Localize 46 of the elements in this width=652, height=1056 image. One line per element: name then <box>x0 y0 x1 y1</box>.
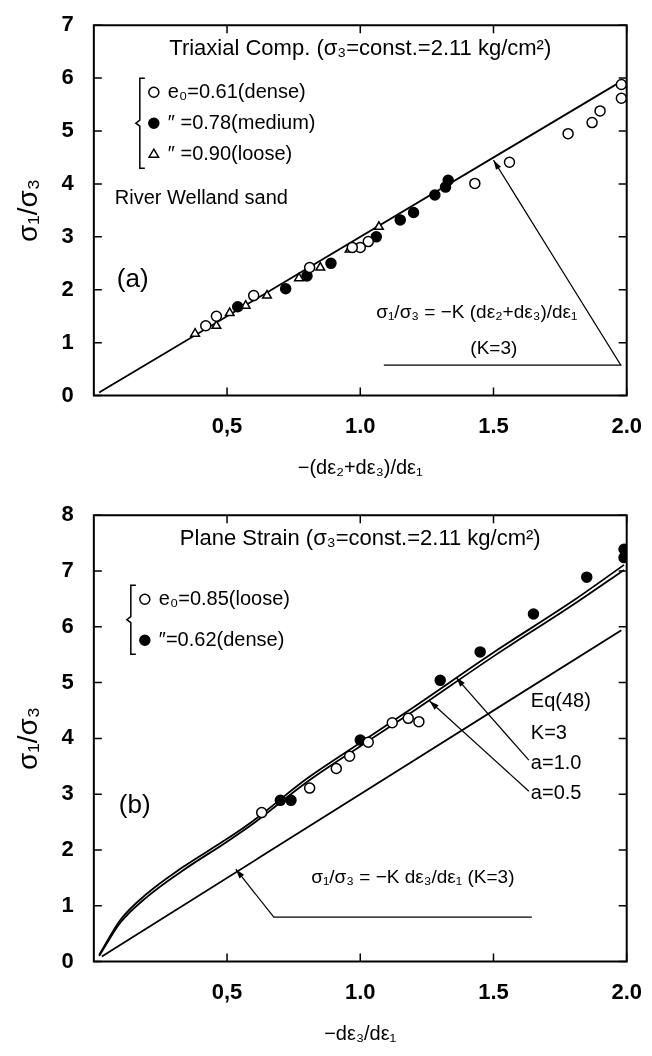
y-tick-label: 5 <box>61 117 74 143</box>
annotation: a=1.0 <box>530 750 582 773</box>
y-tick-label: 7 <box>61 557 74 583</box>
text: Triaxial Comp. (σ₃=const.=2.11 kg/cm²) <box>169 35 552 61</box>
y-tick-label: 5 <box>61 668 74 694</box>
x-tick-label: 2.0 <box>611 978 643 1004</box>
annotation: (a) <box>116 263 149 294</box>
legend-label: e₀=0.61(dense) <box>167 79 306 102</box>
legend-label: ″=0.62(dense) <box>158 627 285 650</box>
text: Plane Strain (σ₃=const.=2.11 kg/cm²) <box>179 525 541 551</box>
y-tick-label: 1 <box>61 891 74 917</box>
y-tick-label: 2 <box>61 275 74 301</box>
x-tick-label: 2.0 <box>611 412 643 438</box>
annotation: (K=3) <box>470 337 518 359</box>
y-axis-title: σ₁/σ₃ <box>11 706 43 770</box>
annotation: σ₁/σ₃ = −K dε₃/dε₁ (K=3) <box>311 866 515 888</box>
annotation: Eq(48) <box>530 688 591 711</box>
y-tick-label: 2 <box>61 836 74 862</box>
y-tick-label: 8 <box>61 501 74 527</box>
y-tick-label: 6 <box>61 64 74 90</box>
x-tick-label: 0,5 <box>211 412 243 438</box>
legend-label: ″ =0.78(medium) <box>167 110 316 133</box>
y-tick-label: 7 <box>61 11 74 37</box>
annotation: K=3 <box>530 720 567 743</box>
y-tick-label: 1 <box>61 328 74 354</box>
annotation: a=0.5 <box>530 780 582 803</box>
x-tick-label: 1.0 <box>344 412 376 438</box>
x-axis-title: −(dε₂+dε₃)/dε₁ <box>297 455 424 478</box>
legend-label: ″ =0.90(loose) <box>167 141 293 164</box>
y-tick-label: 3 <box>61 780 74 806</box>
y-tick-label: 3 <box>61 222 74 248</box>
x-tick-label: 1.0 <box>344 978 376 1004</box>
annotation: (b) <box>118 789 151 820</box>
y-tick-label: 0 <box>61 381 74 407</box>
x-tick-label: 0,5 <box>211 978 243 1004</box>
x-tick-label: 1.5 <box>478 978 509 1004</box>
annotation: σ₁/σ₃ = −K (dε₂+dε₃)/dε₁ <box>376 301 578 323</box>
x-axis-title: −dε₃/dε₁ <box>324 1021 397 1044</box>
x-tick-label: 1.5 <box>478 412 509 438</box>
y-axis-title: σ₁/σ₃ <box>11 178 43 242</box>
y-tick-label: 4 <box>61 724 75 750</box>
legend-label: e₀=0.85(loose) <box>158 586 291 609</box>
y-tick-label: 0 <box>61 947 74 973</box>
y-tick-label: 4 <box>61 170 75 196</box>
y-tick-label: 6 <box>61 612 74 638</box>
annotation: River Welland sand <box>114 185 288 208</box>
